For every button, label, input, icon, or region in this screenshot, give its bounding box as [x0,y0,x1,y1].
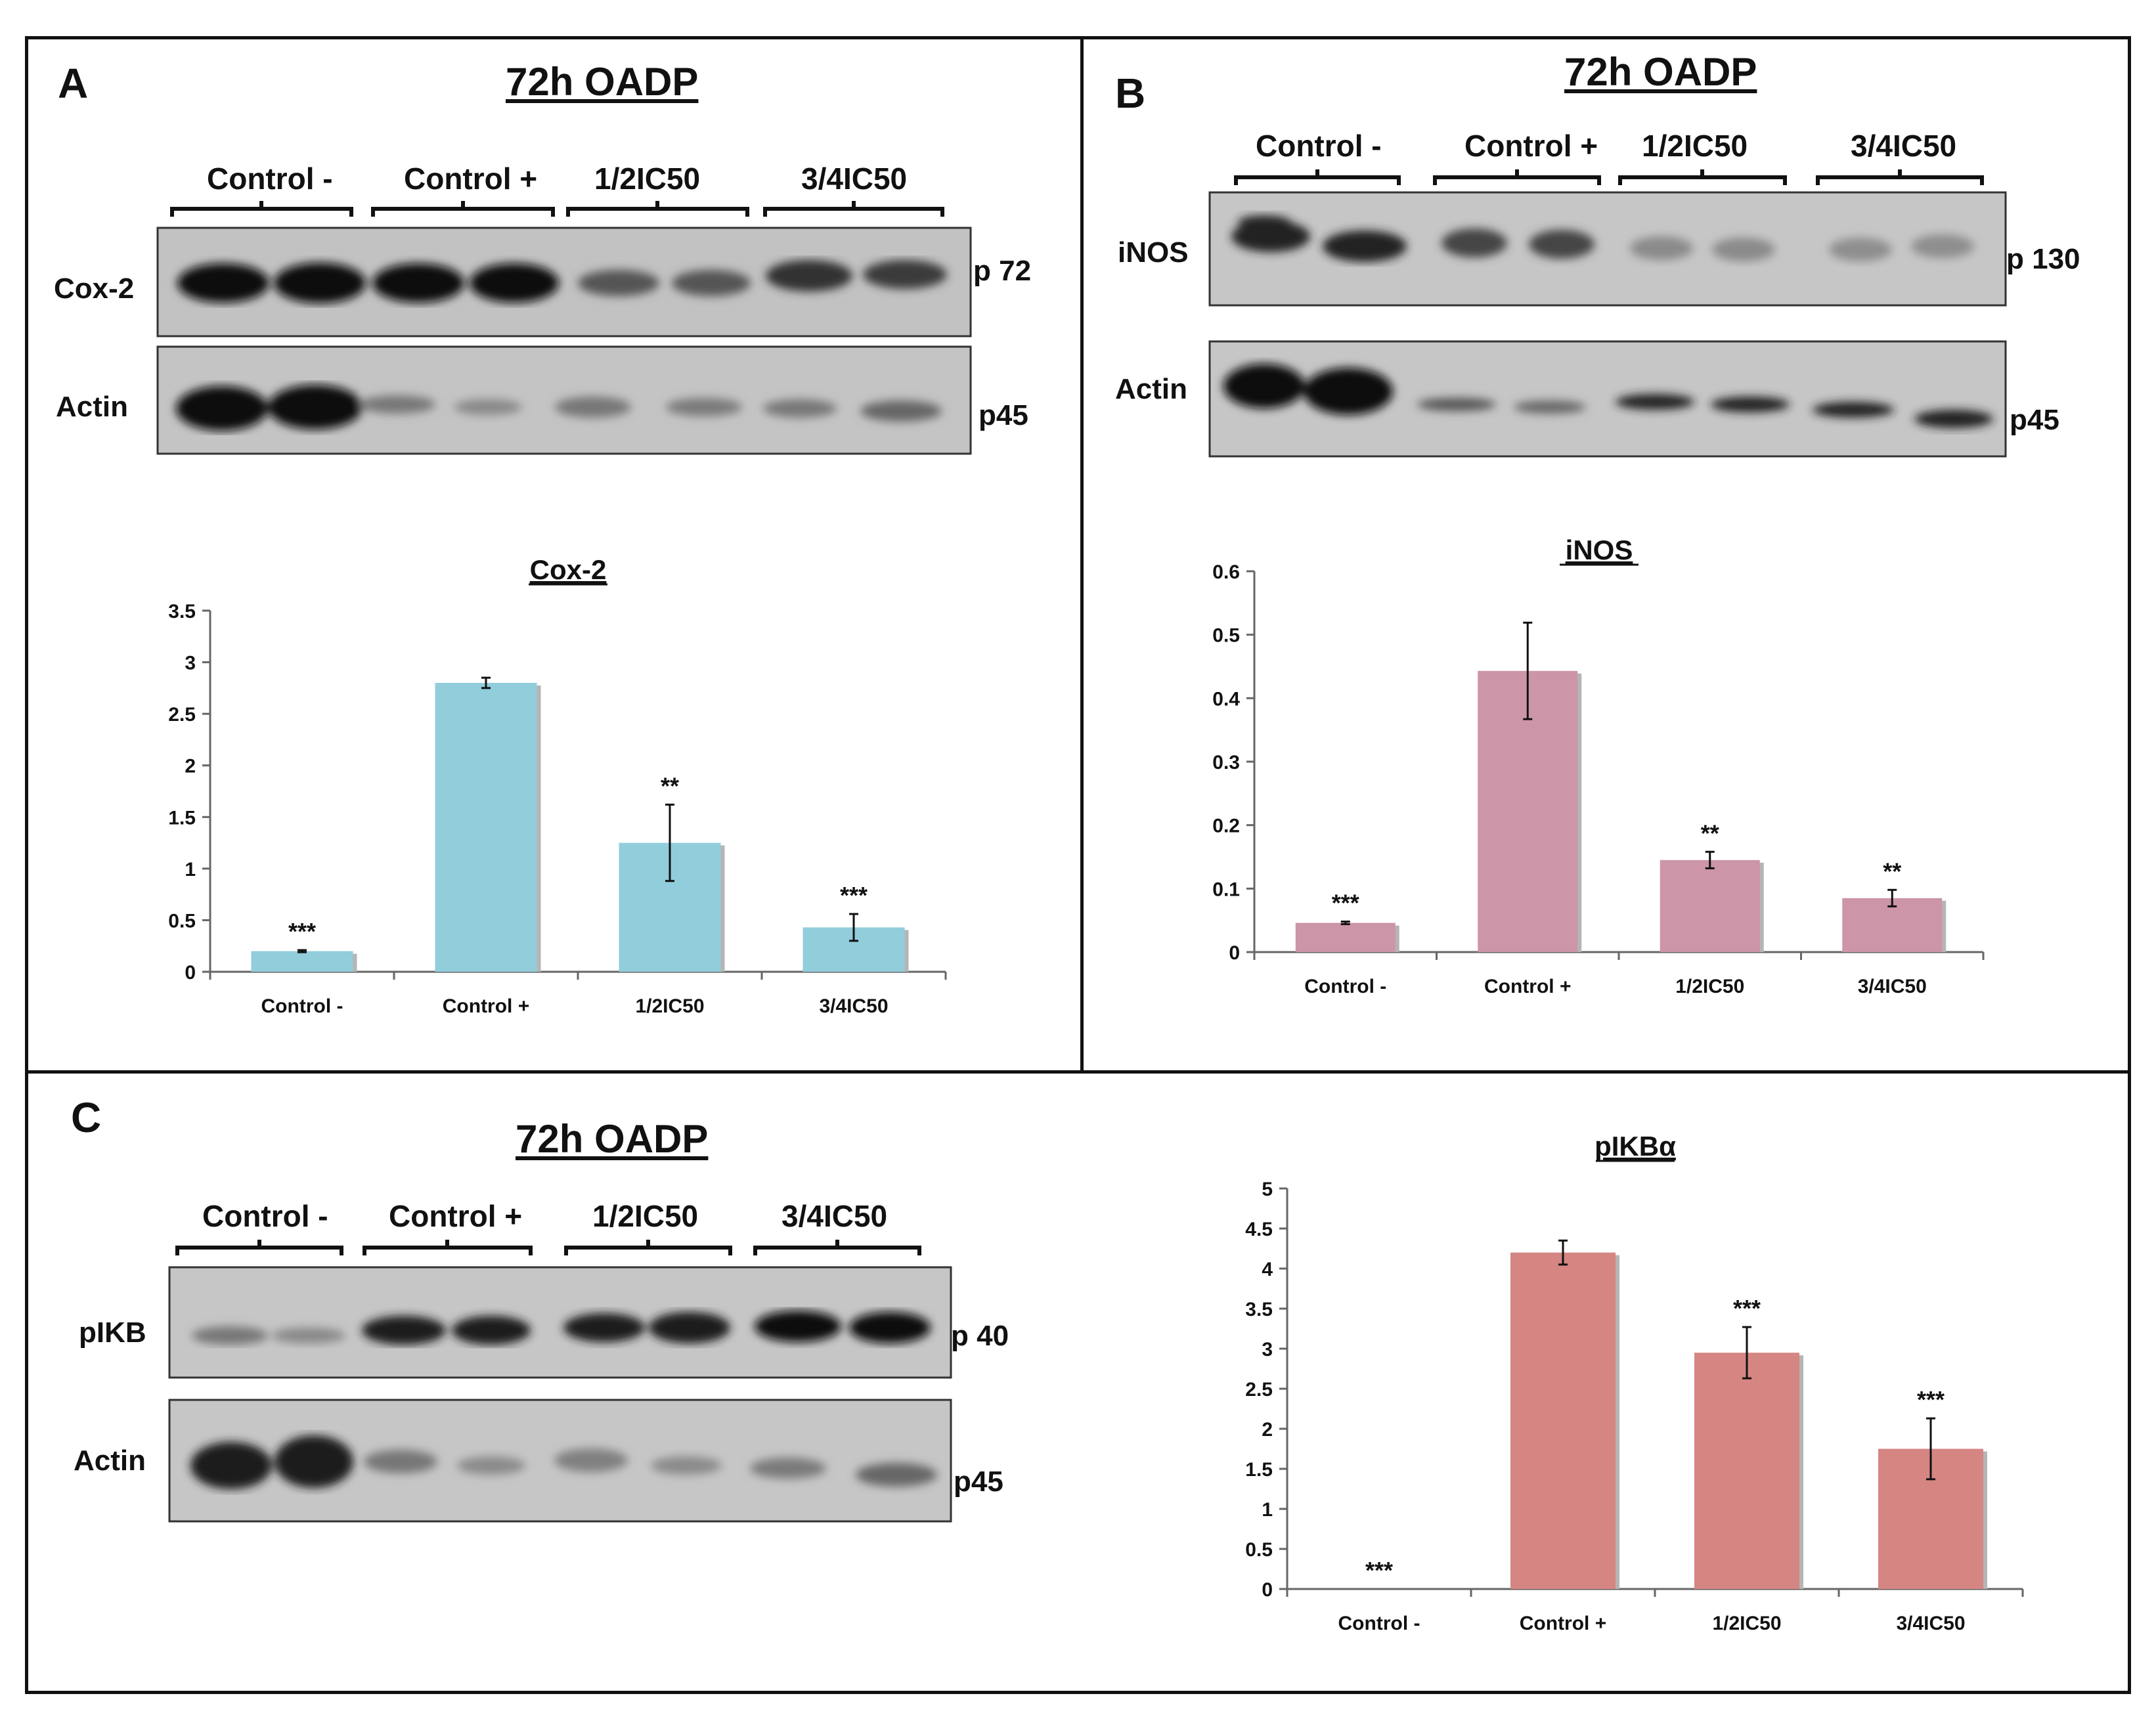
pikb-bar [1694,1353,1799,1589]
cox2-bar [251,951,353,972]
inos-y-tick-label: 0.5 [1212,625,1240,647]
cox2-bar [435,683,537,972]
cox2-y-tick-label: 2.5 [168,704,196,726]
pikb-y-tick-label: 2 [1262,1419,1273,1441]
cox2-y-tick-label: 3.5 [168,601,196,622]
pikb-chart-title: pIKBα [1595,1131,1676,1162]
cox2-category-label: 1/2IC50 [635,995,704,1017]
panel-c-letter: C [71,1094,102,1141]
inos-y-tick-label: 0.4 [1212,688,1240,710]
panel-a-blot-label-1: Cox-2 [54,272,135,305]
pikb-significance: *** [1365,1557,1393,1584]
panel-c-lane-2: Control + [389,1199,523,1233]
inos-category-label: Control + [1484,976,1572,997]
inos-y-tick-label: 0.6 [1212,561,1240,583]
inos-y-tick-label: 0 [1229,942,1240,964]
inos-significance: ** [1883,858,1901,884]
panel-a-lane-1: Control - [207,162,333,196]
pikb-y-tick-label: 1.5 [1245,1459,1273,1481]
panel-b-blot-label-2: Actin [1115,373,1187,405]
cox2-category-label: Control + [443,995,530,1017]
pikb-y-tick-label: 4 [1262,1259,1273,1280]
cox2-y-tick-label: 1.5 [168,807,196,829]
panel-a-marker-1: p 72 [973,255,1032,287]
inos-significance: ** [1701,819,1719,846]
cox2-category-label: 3/4IC50 [819,995,888,1017]
panel-b-letter: B [1115,70,1146,117]
pikb-category-label: 1/2IC50 [1712,1613,1781,1634]
inos-y-tick-label: 0.3 [1212,752,1240,773]
pikb-y-tick-label: 0 [1262,1579,1273,1601]
pikb-y-tick-label: 5 [1262,1179,1273,1200]
pikb-y-tick-label: 1 [1262,1499,1273,1521]
pikb-y-tick-label: 4.5 [1245,1219,1273,1240]
pikb-category-label: Control - [1338,1613,1420,1634]
panel-b-marker-2: p45 [2010,404,2059,436]
cox2-y-tick-label: 0.5 [168,910,196,932]
cox2-y-tick-label: 1 [185,859,196,881]
panel-a-blots [156,201,972,455]
pikb-chart: pIKBα 0 0.5 1 1.5 2 2.5 3 3.5 4 4.5 5 *** Control - Co… [1245,1131,2024,1634]
panel-c-lane-4: 3/4IC50 [781,1199,888,1233]
pikb-bar [1510,1252,1616,1589]
inos-bar [1660,860,1760,952]
inos-category-label: Control - [1304,976,1386,997]
inos-chart-title: iNOS [1566,534,1633,565]
panel-a-marker-2: p45 [979,399,1028,431]
panel-c-lane-1: Control - [202,1199,328,1233]
pikb-category-label: Control + [1520,1613,1607,1634]
panel-a-lane-3: 1/2IC50 [594,162,701,196]
panel-a-lane-4: 3/4IC50 [801,162,908,196]
panel-c-lane-3: 1/2IC50 [592,1199,699,1233]
panel-a-lane-brackets [170,201,944,217]
panel-c-marker-1: p 40 [951,1320,1009,1352]
panel-b-lane-3: 1/2IC50 [1642,129,1748,163]
cox2-significance: *** [288,918,316,945]
panel-b-marker-1: p 130 [2006,243,2080,275]
panel-c-title: 72h OADP [516,1117,709,1161]
cox2-y-tick-label: 2 [185,756,196,777]
panel-c-blot-label-2: Actin [74,1445,146,1477]
panel-c-blot-label-1: pIKB [79,1316,146,1349]
panel-b-title: 72h OADP [1564,50,1757,94]
panel-b-lane-1: Control - [1256,129,1382,163]
pikb-y-tick-label: 3.5 [1245,1299,1273,1320]
cox2-significance: *** [840,882,868,909]
pikb-y-tick-label: 3 [1262,1339,1273,1360]
cox2-y-tick-label: 3 [185,653,196,674]
panel-a-letter: A [58,60,89,107]
cox2-category-label: Control - [261,995,343,1017]
cox2-chart-title: Cox-2 [530,554,607,585]
panel-b-lane-2: Control + [1464,129,1598,163]
inos-significance: *** [1332,890,1359,917]
panel-a-title: 72h OADP [506,60,699,104]
panel-a-lane-2: Control + [404,162,538,196]
inos-y-tick-label: 0.2 [1212,816,1240,837]
pikb-y-tick-label: 2.5 [1245,1379,1273,1401]
panel-b-lane-4: 3/4IC50 [1851,129,1957,163]
pikb-category-label: 3/4IC50 [1896,1613,1965,1634]
pikb-significance: *** [1917,1386,1945,1413]
cox2-chart: Cox-2 0 0.5 1 1.5 2 2.5 3 3.5 *** Control - Control… [168,554,947,1017]
panel-b-lane-brackets [1234,169,1984,185]
inos-chart: iNOS 0 0.1 0.2 0.3 0.4 0.5 0.6 *** Control - Contr… [1212,534,1985,997]
inos-category-label: 1/2IC50 [1675,976,1744,997]
panel-c-marker-2: p45 [954,1466,1003,1498]
panel-c-blots [168,1240,952,1523]
panel-b-blots [1208,169,2007,458]
panel-b-blot-label-1: iNOS [1118,236,1189,269]
pikb-significance: *** [1733,1295,1761,1322]
cox2-significance: ** [661,772,679,799]
pikb-y-tick-label: 0.5 [1245,1539,1273,1561]
panel-c-lane-brackets [175,1240,921,1255]
inos-bar [1295,923,1396,952]
inos-y-tick-label: 0.1 [1212,879,1240,900]
panel-c-frame [25,1070,2131,1694]
cox2-y-tick-label: 0 [185,962,196,984]
panel-a-blot-label-2: Actin [56,391,128,423]
inos-category-label: 3/4IC50 [1858,976,1927,997]
